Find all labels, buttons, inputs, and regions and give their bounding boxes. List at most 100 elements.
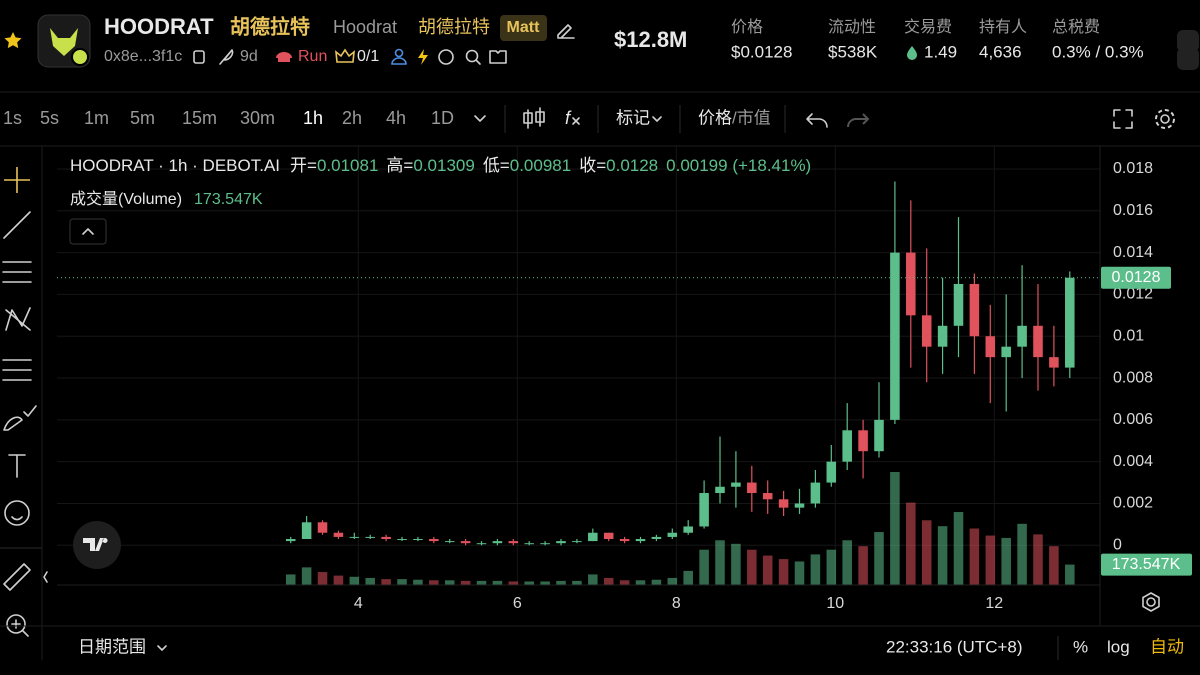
candle-body bbox=[699, 493, 709, 527]
emoji-tool[interactable] bbox=[4, 500, 30, 526]
volume-bar bbox=[588, 574, 598, 585]
axis-settings-hex bbox=[1142, 592, 1160, 612]
x-tick-label: 12 bbox=[985, 595, 1003, 612]
interval[interactable]: 1s bbox=[3, 108, 22, 128]
y-tick-label: 0.004 bbox=[1113, 453, 1153, 470]
candle-body bbox=[778, 499, 789, 508]
candle-body bbox=[683, 526, 693, 533]
axis-settings[interactable] bbox=[1146, 597, 1156, 607]
volume-bar bbox=[842, 540, 852, 585]
candle-body bbox=[953, 283, 964, 326]
copy-icon[interactable] bbox=[193, 50, 205, 64]
favorite-star[interactable] bbox=[4, 32, 22, 49]
high: 0.01309 bbox=[413, 156, 474, 175]
collapse-legend[interactable] bbox=[69, 218, 107, 245]
drop-icon bbox=[907, 46, 917, 60]
auto-toggle[interactable]: 自动 bbox=[1150, 637, 1184, 656]
interval[interactable]: 5s bbox=[40, 108, 59, 128]
tradingview-mark bbox=[83, 538, 108, 551]
percent-toggle[interactable]: % bbox=[1073, 637, 1088, 656]
ruler-tool[interactable] bbox=[3, 563, 31, 591]
token-alias-cn: 胡德拉特 bbox=[418, 17, 490, 37]
collapse-sidebar[interactable] bbox=[43, 571, 48, 583]
last-price-label: 0.0128 bbox=[1112, 269, 1161, 286]
interval[interactable]: 30m bbox=[240, 108, 275, 128]
emoji-smile bbox=[11, 516, 23, 521]
date-range[interactable]: 日期范围 bbox=[78, 637, 146, 656]
undo[interactable] bbox=[806, 113, 828, 128]
y-tick-label: 0.006 bbox=[1113, 411, 1153, 428]
pattern-tool[interactable] bbox=[5, 307, 31, 331]
volume-bar bbox=[858, 546, 868, 585]
candle-body bbox=[810, 482, 821, 504]
volume-bar bbox=[715, 540, 725, 585]
log-toggle[interactable]: log bbox=[1107, 637, 1130, 656]
interval[interactable]: 4h bbox=[386, 108, 406, 128]
side-button[interactable] bbox=[1177, 48, 1199, 70]
search-icon[interactable] bbox=[465, 49, 479, 63]
fib-tool[interactable] bbox=[2, 261, 32, 283]
candle-body bbox=[1065, 277, 1075, 368]
volume-bar bbox=[572, 580, 582, 585]
bolt-icon bbox=[418, 49, 428, 65]
interval[interactable]: 1h bbox=[303, 108, 323, 128]
mcap-toggle[interactable]: /市值 bbox=[732, 108, 771, 127]
line-tool[interactable] bbox=[3, 211, 31, 239]
brush-tool[interactable] bbox=[3, 405, 37, 431]
x-tick-label: 8 bbox=[672, 595, 681, 612]
volume-bar bbox=[285, 574, 296, 585]
last-price-tag bbox=[1101, 266, 1171, 289]
indicator-icon[interactable]: f bbox=[565, 108, 572, 128]
candle-body bbox=[540, 543, 550, 545]
marks-button[interactable]: 标记 bbox=[616, 108, 650, 127]
projection-tool[interactable] bbox=[2, 359, 32, 381]
interval[interactable]: 15m bbox=[182, 108, 217, 128]
volume-bar bbox=[1065, 564, 1075, 585]
feather-icon bbox=[219, 49, 234, 65]
y-tick-label: 0.016 bbox=[1113, 202, 1153, 219]
volume-legend: 成交量(Volume) 173.547K bbox=[70, 190, 263, 208]
globe-icon[interactable] bbox=[438, 49, 454, 65]
interval[interactable]: 1D bbox=[431, 108, 454, 128]
text-tool[interactable] bbox=[8, 454, 26, 478]
interval[interactable]: 2h bbox=[342, 108, 362, 128]
x-tick-label: 10 bbox=[826, 595, 844, 612]
book-icon[interactable] bbox=[489, 50, 507, 64]
side-button[interactable] bbox=[1177, 30, 1199, 52]
volume-bar bbox=[667, 577, 678, 585]
drawing-tools bbox=[0, 167, 48, 637]
stat-value: $0.0128 bbox=[731, 42, 792, 61]
candle-body bbox=[906, 252, 916, 316]
candle-body bbox=[937, 325, 948, 347]
candle-body bbox=[285, 539, 296, 542]
volume-bar bbox=[826, 549, 837, 585]
candle-body bbox=[476, 543, 487, 545]
fullscreen[interactable] bbox=[1113, 109, 1133, 129]
candle-body bbox=[1001, 346, 1011, 358]
price-toggle[interactable]: 价格 bbox=[698, 108, 732, 127]
interval[interactable]: 5m bbox=[130, 108, 155, 128]
volume-bar bbox=[810, 554, 821, 585]
stat-label: 交易费 bbox=[904, 18, 952, 36]
candle-body bbox=[397, 539, 407, 541]
candle-type-icon[interactable] bbox=[523, 107, 545, 129]
crosshair-tool[interactable] bbox=[4, 167, 30, 193]
candle-body bbox=[556, 541, 566, 544]
settings[interactable] bbox=[1160, 114, 1170, 124]
redo bbox=[847, 113, 870, 128]
stat-label: 流动性 bbox=[828, 18, 876, 36]
zoom-tool[interactable] bbox=[6, 614, 26, 634]
volume-bar bbox=[524, 581, 534, 585]
chevron[interactable] bbox=[474, 115, 486, 122]
volume-bar bbox=[476, 580, 487, 585]
stat-value: 0.3% / 0.3% bbox=[1052, 42, 1144, 61]
user-body bbox=[391, 57, 407, 65]
candle-body bbox=[603, 532, 614, 540]
edit-icon[interactable] bbox=[557, 24, 575, 39]
candle-body bbox=[890, 252, 900, 420]
interval[interactable]: 1m bbox=[84, 108, 109, 128]
tradingview-logo[interactable] bbox=[73, 521, 121, 569]
candle-body bbox=[842, 430, 852, 462]
